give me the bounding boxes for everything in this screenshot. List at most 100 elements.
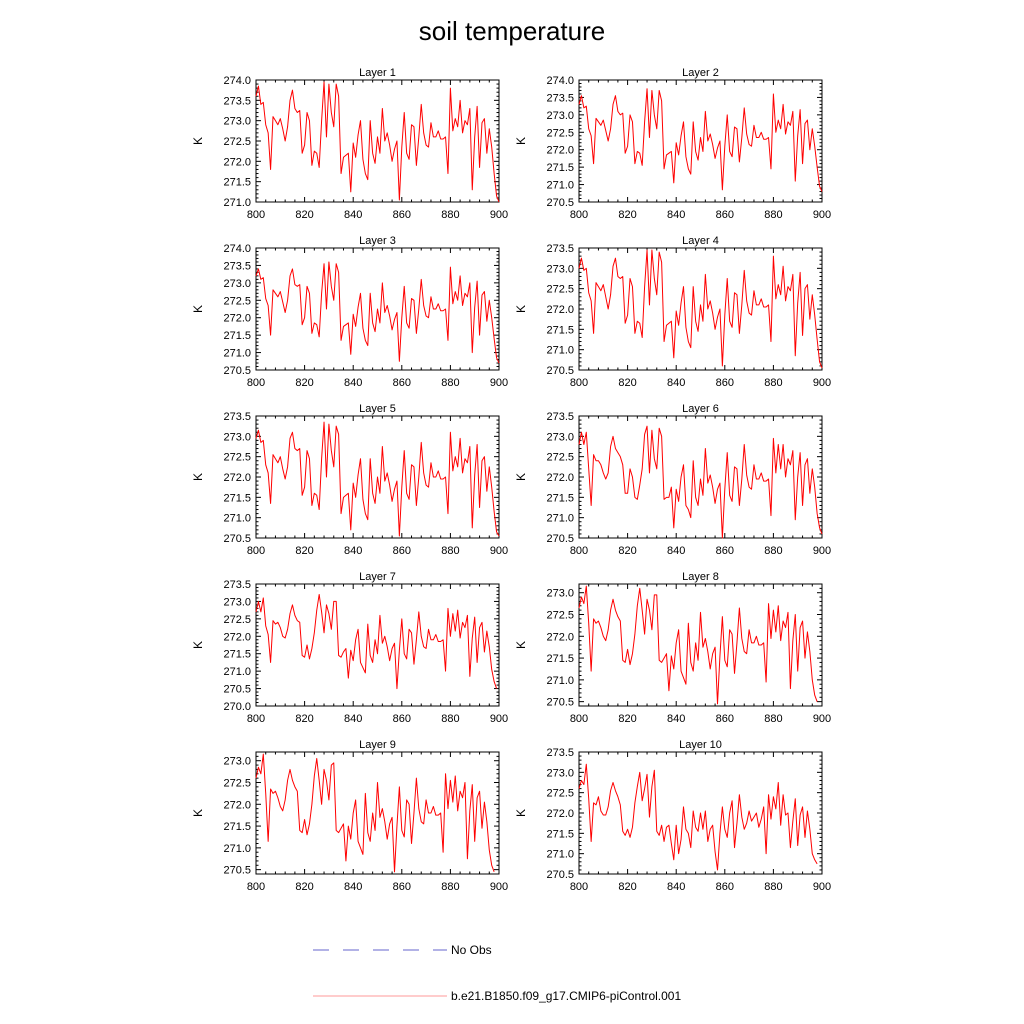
series-line [578, 249, 823, 369]
y-tick-label: 271.0 [546, 345, 574, 357]
plot-frame [578, 583, 823, 707]
x-tick-label: 860 [393, 713, 411, 725]
x-tick-label: 860 [716, 377, 734, 389]
y-tick-label: 271.5 [546, 492, 574, 504]
x-tick-label: 820 [618, 713, 636, 725]
y-tick-label: 274.0 [223, 75, 251, 87]
x-tick-label: 880 [764, 713, 782, 725]
panel-title: Layer 4 [682, 235, 719, 247]
series-line [255, 593, 498, 690]
panel-title: Layer 7 [359, 571, 396, 583]
x-tick-label: 840 [667, 209, 685, 221]
x-tick-label: 840 [667, 377, 685, 389]
y-tick-label: 273.0 [223, 431, 251, 443]
series-line [578, 585, 818, 705]
y-tick-label: 272.5 [546, 788, 574, 800]
y-tick-label: 270.5 [223, 865, 251, 877]
x-tick-label: 860 [716, 881, 734, 893]
y-tick-label: 272.5 [546, 610, 574, 622]
x-tick-label: 800 [570, 545, 588, 557]
y-tick-label: 271.0 [223, 197, 251, 209]
y-tick-label: 271.5 [223, 330, 251, 342]
y-tick-label: 271.0 [223, 348, 251, 360]
y-tick-label: 271.5 [546, 162, 574, 174]
y-axis-label: K [191, 305, 205, 313]
y-tick-label: 272.0 [223, 631, 251, 643]
panel-title: Layer 5 [359, 403, 396, 415]
x-tick-label: 800 [570, 377, 588, 389]
y-tick-label: 273.5 [546, 411, 574, 423]
x-tick-label: 860 [393, 545, 411, 557]
x-tick-label: 840 [667, 881, 685, 893]
series-line [255, 753, 495, 873]
x-tick-label: 840 [344, 545, 362, 557]
x-tick-label: 900 [490, 881, 508, 893]
x-tick-label: 820 [295, 545, 313, 557]
x-tick-label: 800 [570, 713, 588, 725]
series-line [578, 763, 818, 871]
panel-title: Layer 10 [679, 739, 722, 751]
x-tick-label: 900 [813, 881, 831, 893]
plot-frame [578, 79, 823, 203]
y-axis-label: K [514, 473, 528, 481]
plot-frame [255, 751, 500, 875]
y-tick-label: 273.0 [223, 116, 251, 128]
x-tick-label: 900 [490, 545, 508, 557]
panel-8: Layer 8 K 270.5 271.0 271.5 272.0 272.5 273.0 80… [514, 571, 831, 725]
panels: Layer 1 K 271.0 271.5 272.0 272.5 273.0 273.5 27… [191, 67, 831, 893]
x-tick-label: 880 [441, 377, 459, 389]
plot-frame [255, 583, 500, 707]
y-tick-label: 272.5 [223, 452, 251, 464]
y-tick-label: 271.5 [223, 649, 251, 661]
y-tick-label: 270.5 [223, 533, 251, 545]
panel-3: Layer 3 K 270.5 271.0 271.5 272.0 272.5 273.0 27… [191, 235, 508, 389]
series-line [255, 261, 500, 364]
x-tick-label: 820 [295, 377, 313, 389]
x-tick-label: 820 [295, 881, 313, 893]
x-tick-label: 900 [813, 209, 831, 221]
y-tick-label: 273.5 [223, 95, 251, 107]
y-tick-label: 271.0 [223, 513, 251, 525]
y-tick-label: 273.5 [546, 747, 574, 759]
panel-1: Layer 1 K 271.0 271.5 272.0 272.5 273.0 273.5 27… [191, 67, 508, 221]
x-tick-label: 840 [667, 713, 685, 725]
x-tick-label: 860 [393, 881, 411, 893]
y-tick-label: 271.5 [546, 828, 574, 840]
y-tick-label: 273.5 [546, 243, 574, 255]
x-tick-label: 880 [441, 545, 459, 557]
x-tick-label: 880 [764, 545, 782, 557]
series-line [255, 421, 500, 537]
y-tick-label: 273.5 [223, 579, 251, 591]
x-tick-label: 860 [716, 545, 734, 557]
y-tick-label: 272.5 [546, 284, 574, 296]
y-tick-label: 274.0 [546, 75, 574, 87]
y-tick-label: 272.5 [223, 614, 251, 626]
y-tick-label: 271.0 [546, 675, 574, 687]
y-tick-label: 272.5 [546, 452, 574, 464]
y-tick-label: 272.5 [223, 136, 251, 148]
y-tick-label: 272.0 [223, 156, 251, 168]
panel-title: Layer 6 [682, 403, 719, 415]
y-tick-label: 271.0 [546, 849, 574, 861]
y-tick-label: 273.0 [546, 431, 574, 443]
x-tick-label: 860 [393, 209, 411, 221]
y-tick-label: 271.5 [546, 324, 574, 336]
x-tick-label: 880 [764, 881, 782, 893]
y-tick-label: 272.5 [223, 778, 251, 790]
y-axis-label: K [191, 809, 205, 817]
x-tick-label: 800 [570, 209, 588, 221]
x-tick-label: 800 [247, 713, 265, 725]
x-tick-label: 840 [344, 881, 362, 893]
panel-title: Layer 1 [359, 67, 396, 79]
y-tick-label: 273.0 [546, 588, 574, 600]
series-line [578, 88, 823, 192]
y-tick-label: 270.5 [546, 869, 574, 881]
y-tick-label: 273.0 [223, 278, 251, 290]
y-tick-label: 271.0 [546, 513, 574, 525]
panel-title: Layer 9 [359, 739, 396, 751]
x-tick-label: 880 [441, 713, 459, 725]
x-tick-label: 880 [441, 209, 459, 221]
y-tick-label: 273.5 [223, 260, 251, 272]
y-tick-label: 272.0 [546, 808, 574, 820]
